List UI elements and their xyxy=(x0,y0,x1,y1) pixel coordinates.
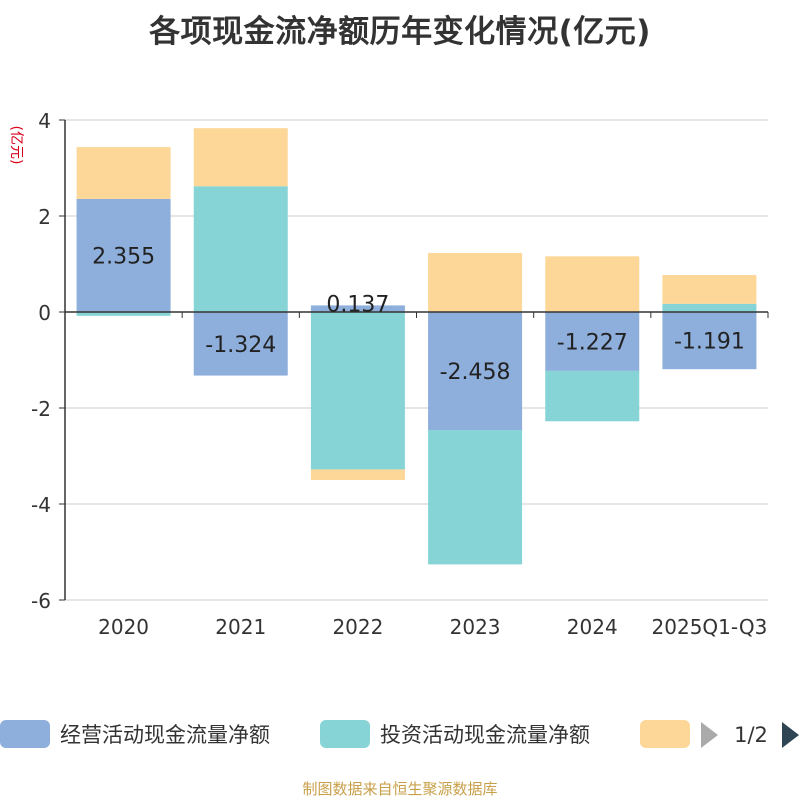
gridlines xyxy=(65,119,768,601)
bar-series2-2020 xyxy=(76,147,171,199)
legend: 经营活动现金流量净额 投资活动现金流量净额 1/2 xyxy=(0,720,799,748)
data-labels: 2.355 -1.324 0.137 -2.458 -1.227 -1.191 xyxy=(92,244,745,385)
data-label: -1.324 xyxy=(205,333,276,358)
x-tick-label: 2020 xyxy=(98,615,149,639)
bar-series0-2022 xyxy=(310,305,405,312)
data-source-note: 制图数据来自恒生聚源数据库 xyxy=(302,780,498,798)
y-tick-label: -4 xyxy=(31,493,51,517)
legend-next-page-icon[interactable] xyxy=(782,722,799,748)
bar-series0-2023 xyxy=(428,312,523,430)
bar-series1-2025Q1-Q3 xyxy=(662,303,757,312)
bar-series2-2021 xyxy=(193,128,288,187)
legend-swatch[interactable] xyxy=(320,720,370,748)
bar-series1-2024 xyxy=(545,370,640,422)
y-tick-label: 4 xyxy=(38,109,51,133)
x-tick-label: 2021 xyxy=(215,615,266,639)
y-axis-title: (亿元) xyxy=(8,126,24,165)
bar-series2-2023 xyxy=(428,252,523,312)
bar-series0-2025Q1-Q3 xyxy=(662,312,757,370)
bars xyxy=(76,128,757,565)
y-tick-label: 2 xyxy=(38,205,51,229)
bar-series1-2020 xyxy=(76,312,171,316)
bar-series2-2022 xyxy=(310,469,405,480)
legend-swatch[interactable] xyxy=(640,720,690,748)
x-tick-label: 2022 xyxy=(332,615,383,639)
x-tick-label: 2024 xyxy=(567,615,618,639)
data-label: -1.191 xyxy=(674,330,745,355)
bar-series0-2024 xyxy=(545,312,640,371)
legend-swatch[interactable] xyxy=(0,720,50,748)
y-tick-label: -6 xyxy=(31,589,51,613)
data-label: -1.227 xyxy=(557,330,628,355)
y-tick-label: 0 xyxy=(38,301,51,325)
bar-series2-2024 xyxy=(545,256,640,312)
bar-series1-2023 xyxy=(428,429,523,565)
bar-series2-2025Q1-Q3 xyxy=(662,275,757,304)
legend-prev-page-icon[interactable] xyxy=(701,722,718,748)
legend-label[interactable]: 投资活动现金流量净额 xyxy=(380,723,590,747)
legend-page-indicator: 1/2 xyxy=(734,723,768,747)
bar-series0-2020 xyxy=(76,198,171,312)
x-tick-label: 2023 xyxy=(450,615,501,639)
bar-series0-2021 xyxy=(193,312,288,376)
data-label: -2.458 xyxy=(440,360,511,385)
x-tick-label: 2025Q1-Q3 xyxy=(652,615,768,639)
bar-series1-2021 xyxy=(193,186,288,312)
data-label: 0.137 xyxy=(326,292,389,317)
y-tick-label: -2 xyxy=(31,397,51,421)
axes: 4 2 0 -2 -4 -6 2020 2021 2022 2023 2024 2025Q1-Q3 xyxy=(31,109,769,639)
data-label: 2.355 xyxy=(92,244,155,269)
chart-title: 各项现金流净额历年变化情况(亿元) xyxy=(149,14,651,50)
bar-series1-2022 xyxy=(310,312,405,470)
legend-label[interactable]: 经营活动现金流量净额 xyxy=(60,723,270,747)
